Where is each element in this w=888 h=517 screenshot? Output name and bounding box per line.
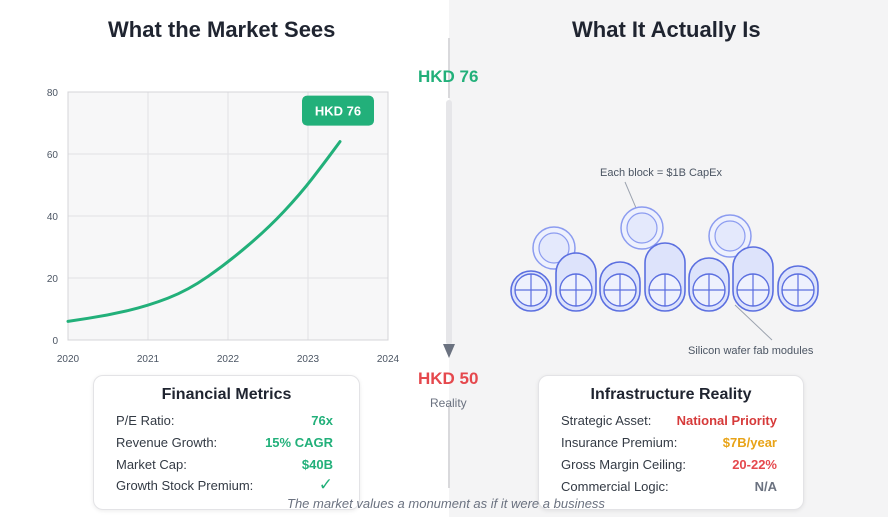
price-growth-chart: 0 20 40 60 80 2020 2021 2022 2023 2024 HKD 76 xyxy=(47,88,400,365)
infrastructure-reality-title: Infrastructure Reality xyxy=(590,386,752,403)
x-tick-label: 2023 xyxy=(297,354,320,365)
arrow-head xyxy=(443,344,455,358)
checkmark-icon: ✓ xyxy=(318,475,333,494)
x-tick-label: 2021 xyxy=(137,354,160,365)
y-tick-label: 60 xyxy=(47,150,59,161)
bottom-label-leader xyxy=(734,304,773,341)
metric-value: 15% CAGR xyxy=(265,435,333,450)
x-tick-label: 2022 xyxy=(217,354,240,365)
metric-value: $40B xyxy=(301,457,333,472)
infra-value: $7B/year xyxy=(722,435,777,450)
diagram-bottom-label: Silicon wafer fab modules xyxy=(688,345,814,357)
footer-caption: The market values a monument as if it we… xyxy=(287,496,605,511)
metric-label: Market Cap: xyxy=(116,457,187,472)
infra-value: National Priority xyxy=(676,413,777,428)
x-tick-label: 2020 xyxy=(57,354,80,365)
infra-row-strategic: Strategic Asset: National Priority xyxy=(539,413,803,435)
metric-row-pe: P/E Ratio: 76x xyxy=(94,413,359,435)
arrow-shaft xyxy=(446,100,452,345)
price-drop-arrow xyxy=(443,38,455,488)
infra-label: Strategic Asset: xyxy=(561,413,652,428)
wafer-fab-diagram: Each block = $1B CapEx Silicon wafer fab… xyxy=(510,167,819,357)
y-tick-label: 40 xyxy=(47,212,59,223)
annotation-label: HKD 76 xyxy=(315,104,361,119)
metric-row-marketcap: Market Cap: $40B xyxy=(94,457,359,479)
infra-label: Commercial Logic: xyxy=(561,479,669,494)
wafer-disc-inner xyxy=(626,212,658,244)
x-tick-label: 2024 xyxy=(377,354,400,365)
right-title: What It Actually Is xyxy=(572,17,761,42)
annotation-badge xyxy=(302,95,374,126)
infra-row-margin: Gross Margin Ceiling: 20-22% xyxy=(539,457,803,479)
y-tick-label: 80 xyxy=(47,88,59,99)
metric-label: Revenue Growth: xyxy=(116,435,218,450)
metric-row-revenue: Revenue Growth: 15% CAGR xyxy=(94,435,359,457)
price-low: HKD 50 xyxy=(418,369,479,388)
wafer-blocks xyxy=(510,206,819,312)
infrastructure-reality-card: Infrastructure Reality Strategic Asset: … xyxy=(538,375,804,510)
series-line xyxy=(66,140,342,323)
infra-value: N/A xyxy=(754,479,777,494)
metric-value: 76x xyxy=(311,413,333,428)
infra-label: Gross Margin Ceiling: xyxy=(561,457,686,472)
diagram-top-label: Each block = $1B CapEx xyxy=(600,167,722,179)
infra-row-insurance: Insurance Premium: $7B/year xyxy=(539,435,803,457)
price-low-caption: Reality xyxy=(430,396,467,410)
infra-row-logic: Commercial Logic: N/A xyxy=(539,479,803,501)
infra-value: 20-22% xyxy=(732,457,777,472)
metric-label: P/E Ratio: xyxy=(116,413,175,428)
infra-label: Insurance Premium: xyxy=(561,435,678,450)
left-title: What the Market Sees xyxy=(108,17,336,42)
financial-metrics-title: Financial Metrics xyxy=(161,386,292,403)
wafer-disc-inner xyxy=(538,232,570,264)
y-tick-label: 0 xyxy=(52,336,58,347)
y-tick-label: 20 xyxy=(47,274,59,285)
wafer-disc-inner xyxy=(714,220,746,252)
price-high: HKD 76 xyxy=(418,67,479,86)
plot-border xyxy=(67,91,389,341)
metric-label: Growth Stock Premium: xyxy=(116,478,254,493)
financial-metrics-card: Financial Metrics P/E Ratio: 76x Revenue… xyxy=(93,375,360,510)
metric-row-premium: Growth Stock Premium: ✓ xyxy=(94,475,359,500)
